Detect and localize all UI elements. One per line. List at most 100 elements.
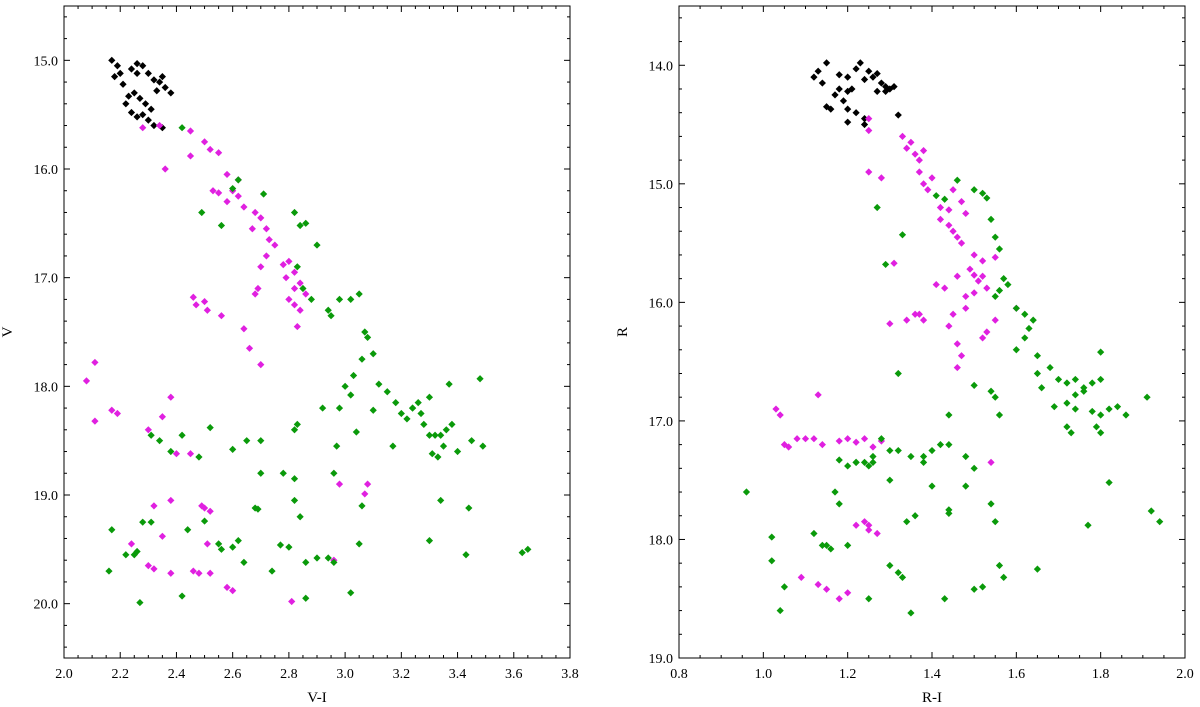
y-axis-label: R	[615, 327, 631, 337]
data-point-green	[414, 399, 422, 407]
data-point-magenta	[991, 253, 999, 261]
data-point-green	[827, 545, 835, 553]
data-point-green	[355, 540, 363, 548]
data-point-green	[229, 184, 237, 193]
data-point-green	[869, 458, 877, 466]
x-axis-label: R-I	[922, 690, 942, 706]
data-point-magenta	[801, 435, 810, 443]
data-point-green	[313, 241, 321, 249]
data-point-green	[945, 411, 953, 419]
data-point-magenta	[254, 284, 262, 293]
data-point-magenta	[206, 507, 214, 515]
data-point-black	[873, 69, 881, 78]
data-point-green	[835, 456, 843, 464]
data-point-black	[844, 73, 852, 81]
data-point-magenta	[150, 565, 158, 573]
data-point-magenta	[869, 443, 877, 451]
data-point-black	[844, 105, 852, 113]
data-point-green	[206, 424, 214, 432]
x-tick-label: 2.2	[111, 667, 129, 682]
data-point-green	[167, 447, 175, 456]
data-point-green	[178, 124, 186, 132]
data-point-black	[810, 73, 818, 81]
data-point-magenta	[810, 435, 818, 443]
data-point-magenta	[209, 187, 217, 195]
data-point-green	[313, 554, 321, 562]
data-point-green	[439, 442, 448, 450]
x-tick-label: 1.4	[923, 667, 941, 682]
x-tick-label: 1.0	[755, 667, 773, 682]
y-tick-label: 20.0	[34, 598, 59, 613]
data-point-black	[831, 91, 839, 99]
data-point-green	[178, 592, 186, 600]
data-point-green	[869, 452, 877, 461]
data-point-green	[347, 295, 355, 303]
data-point-magenta	[251, 290, 259, 298]
data-point-magenta	[919, 180, 928, 188]
data-point-magenta	[865, 521, 873, 529]
data-point-magenta	[865, 168, 873, 176]
right-panel-r-vs-ri: 0.8 1.0 1.2 1.4 1.6 1.8 2.0 14.0 15.0 16.0 17.0 18.…	[615, 5, 1194, 706]
data-point-magenta	[987, 458, 995, 466]
data-point-magenta	[983, 284, 991, 292]
data-point-magenta	[234, 192, 242, 200]
data-point-magenta	[248, 225, 256, 233]
data-point-magenta	[192, 301, 200, 309]
data-point-black	[844, 118, 852, 126]
data-point-magenta	[979, 257, 987, 265]
data-point-magenta	[186, 152, 195, 160]
data-point-magenta	[793, 435, 801, 443]
data-point-green	[243, 437, 251, 445]
data-point-magenta	[962, 292, 970, 301]
data-point-magenta	[158, 413, 166, 421]
data-point-green	[894, 446, 902, 455]
data-point-green	[341, 382, 349, 390]
data-point-green	[894, 569, 902, 577]
data-point-green	[1021, 334, 1029, 342]
data-point-green	[361, 328, 369, 336]
data-point-green	[987, 387, 995, 395]
data-point-magenta	[860, 435, 869, 443]
data-point-green	[445, 380, 453, 388]
data-point-green	[462, 551, 470, 559]
x-tick-label: 3.6	[505, 667, 523, 682]
data-point-magenta	[814, 580, 822, 589]
data-point-green	[1067, 429, 1075, 437]
data-point-black	[133, 113, 141, 121]
data-point-magenta	[915, 156, 923, 164]
data-point-green	[349, 371, 358, 380]
data-point-green	[898, 231, 907, 239]
data-point-green	[425, 431, 434, 439]
data-point-black	[167, 89, 175, 97]
data-point-green	[979, 189, 987, 197]
data-point-green	[894, 369, 902, 378]
data-point-green	[324, 554, 332, 562]
data-point-green	[369, 406, 377, 414]
y-tick-label: 18.0	[649, 533, 674, 548]
data-point-magenta	[945, 322, 953, 330]
y-tick-label: 15.0	[34, 54, 59, 69]
data-point-magenta	[223, 198, 231, 206]
data-point-green	[392, 399, 400, 407]
data-point-green	[911, 512, 919, 520]
data-point-magenta	[852, 521, 860, 529]
data-point-green	[877, 435, 885, 443]
data-point-magenta	[911, 310, 919, 318]
data-point-magenta	[962, 209, 970, 218]
data-point-magenta	[200, 138, 209, 146]
data-point-green	[1113, 403, 1122, 411]
data-point-green	[873, 203, 881, 212]
data-point-magenta	[113, 409, 122, 418]
data-point-green	[1000, 275, 1008, 283]
data-point-magenta	[979, 334, 987, 342]
data-point-black	[839, 97, 848, 105]
data-point-green	[907, 609, 915, 617]
data-point-black	[108, 56, 116, 64]
data-point-green	[776, 606, 784, 615]
data-point-magenta	[262, 252, 270, 260]
data-point-green	[234, 176, 242, 184]
data-point-green	[945, 509, 953, 517]
y-tick-label: 15.0	[649, 178, 674, 193]
data-point-green	[296, 221, 304, 230]
data-point-magenta	[290, 268, 299, 276]
